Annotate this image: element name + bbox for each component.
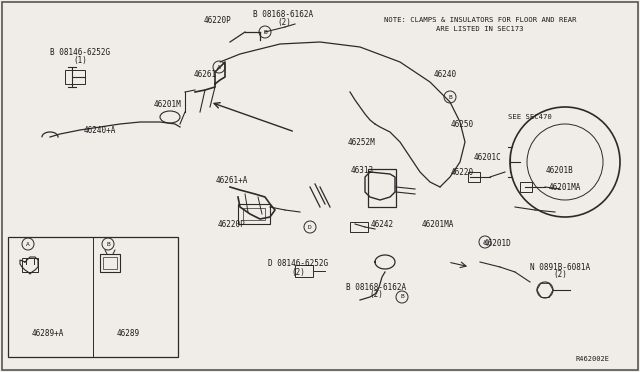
Text: D: D: [308, 224, 312, 230]
Bar: [243, 208, 265, 220]
Text: (2): (2): [553, 270, 567, 279]
Bar: [22, 258, 38, 272]
Text: 46242: 46242: [371, 219, 394, 228]
Text: D 08146-6252G: D 08146-6252G: [268, 260, 328, 269]
Text: 46201B: 46201B: [546, 166, 574, 174]
Text: 46201C: 46201C: [474, 153, 502, 161]
Bar: [520, 182, 532, 192]
Text: 46252M: 46252M: [348, 138, 376, 147]
Text: A: A: [217, 64, 221, 70]
Bar: [100, 254, 120, 272]
Text: (1): (1): [73, 55, 87, 64]
Text: 46220P: 46220P: [218, 219, 246, 228]
Text: 46261+A: 46261+A: [216, 176, 248, 185]
Text: B: B: [106, 241, 110, 247]
Bar: [295, 265, 313, 277]
Text: 46240+A: 46240+A: [84, 125, 116, 135]
Text: A: A: [483, 240, 487, 244]
Bar: [238, 204, 270, 224]
Text: (2): (2): [369, 291, 383, 299]
Text: 46220P: 46220P: [204, 16, 232, 25]
Text: B 08168-6162A: B 08168-6162A: [346, 282, 406, 292]
Text: 46240: 46240: [433, 70, 456, 78]
Text: 46201M: 46201M: [154, 99, 182, 109]
Text: R462002E: R462002E: [576, 356, 610, 362]
Bar: [8, 237, 178, 357]
Bar: [350, 222, 368, 232]
Text: 46220: 46220: [451, 167, 474, 176]
Text: B 08168-6162A: B 08168-6162A: [253, 10, 313, 19]
Text: (2): (2): [277, 17, 291, 26]
Bar: [368, 169, 396, 207]
Text: 46201D: 46201D: [484, 240, 512, 248]
Text: (2): (2): [291, 267, 305, 276]
Text: B: B: [263, 29, 267, 35]
Text: 46261: 46261: [193, 70, 216, 78]
Text: A: A: [26, 241, 30, 247]
Bar: [65, 70, 85, 84]
Text: N 0891B-6081A: N 0891B-6081A: [530, 263, 590, 272]
Text: 46201MA: 46201MA: [422, 219, 454, 228]
Text: 46250: 46250: [451, 119, 474, 128]
Text: SEE SEC470: SEE SEC470: [508, 114, 552, 120]
Bar: [103, 257, 117, 269]
Text: 46289: 46289: [116, 330, 140, 339]
Text: NOTE: CLAMPS & INSULATORS FOR FLOOR AND REAR: NOTE: CLAMPS & INSULATORS FOR FLOOR AND …: [384, 17, 576, 23]
Text: 46313: 46313: [351, 166, 374, 174]
Text: B: B: [400, 295, 404, 299]
Text: B: B: [448, 94, 452, 99]
Text: ARE LISTED IN SEC173: ARE LISTED IN SEC173: [436, 26, 524, 32]
Bar: [468, 172, 480, 182]
Text: 46201MA: 46201MA: [549, 183, 581, 192]
Text: B 08146-6252G: B 08146-6252G: [50, 48, 110, 57]
Text: 46289+A: 46289+A: [32, 330, 64, 339]
